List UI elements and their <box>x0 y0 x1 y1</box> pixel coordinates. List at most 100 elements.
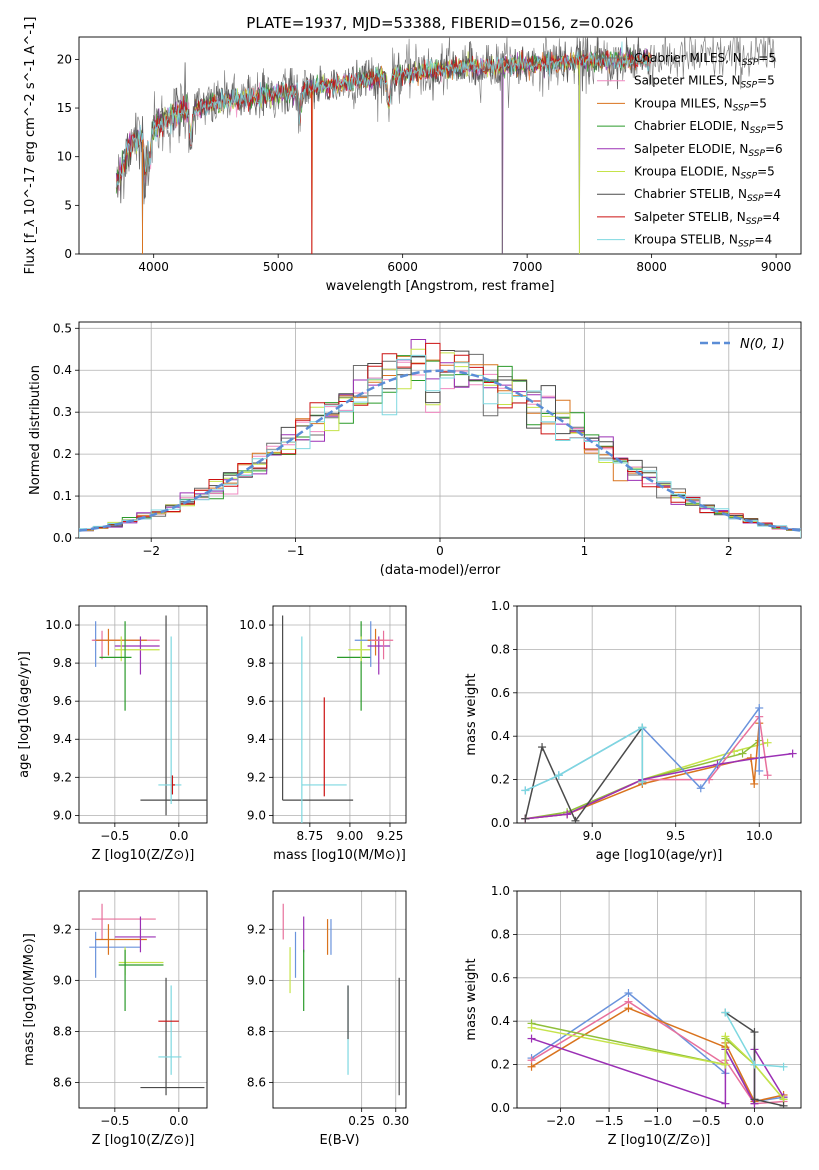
y-tick-label: 9.0 <box>247 808 266 822</box>
y-axis-label: Normed distribution <box>28 365 43 495</box>
x-tick-label: 0.0 <box>745 1114 764 1128</box>
figure-title: PLATE=1937, MJD=53388, FIBERID=0156, z=0… <box>246 14 633 32</box>
legend-label-suffix: =4 <box>754 233 772 247</box>
plot-area <box>91 615 207 816</box>
spectrum-series-line <box>115 41 652 188</box>
x-axis-label: E(B-V) <box>319 1133 359 1148</box>
x-axis-label: Z [log10(Z/Z⊙)] <box>92 848 195 863</box>
spectrum-series-line <box>115 47 652 194</box>
age-vs-mass-panel: 8.75 9.00 9.25 9.0 9.2 9.4 9.6 9.8 10.0 mass [log… <box>239 605 407 863</box>
legend-label: Salpeter ELODIE, NSSP=6 <box>634 142 783 159</box>
weight-series-line <box>525 741 768 820</box>
y-tick-label: 0.5 <box>53 321 72 335</box>
plot-frame <box>272 605 407 824</box>
y-tick-label: 8.8 <box>53 1024 72 1038</box>
x-tick-label: −1.0 <box>643 1114 672 1128</box>
legend-label-sub: SSP <box>738 240 755 250</box>
spectrum-series-line <box>115 37 652 254</box>
y-tick-label: 8.8 <box>247 1024 266 1038</box>
plot-frame <box>516 605 802 824</box>
legend-label-text: Chabrier STELIB, N <box>634 187 747 201</box>
legend-label-sub: SSP <box>746 217 763 227</box>
legend-label-sub: SSP <box>733 103 750 113</box>
weight-series-line <box>525 752 793 820</box>
plot-frame <box>272 890 407 1109</box>
legend-label-suffix: =5 <box>757 74 775 88</box>
plot-frame <box>78 36 802 255</box>
y-tick-label: 9.0 <box>53 973 72 987</box>
legend-label-sub: SSP <box>741 172 758 182</box>
histogram-series <box>79 342 801 538</box>
legend-label-text: Salpeter MILES, N <box>634 74 741 88</box>
y-axis-label: Flux [f_λ 10^-17 erg cm^-2 s^-1 A^-1] <box>23 17 38 275</box>
legend-label-text: Kroupa MILES, N <box>634 96 733 110</box>
x-tick-label: 5000 <box>263 260 294 274</box>
y-tick-label: 9.2 <box>247 922 266 936</box>
x-tick-label: 6000 <box>387 260 418 274</box>
y-tick-label: 1.0 <box>491 599 510 613</box>
plot-frame <box>78 605 208 824</box>
x-tick-label: −0.5 <box>100 829 129 843</box>
y-tick-label: 0.6 <box>491 686 510 700</box>
legend-label: N(0, 1) <box>740 337 785 352</box>
legend-label: Chabrier STELIB, NSSP=4 <box>634 187 781 204</box>
y-tick-label: 5 <box>64 198 72 212</box>
legend-label: Chabrier ELODIE, NSSP=5 <box>634 119 784 136</box>
age-vs-metallicity-panel: −0.5 0.0 9.0 9.2 9.4 9.6 9.8 10.0 Z [log10(Z/Z⊙)… <box>17 605 208 863</box>
x-axis-label: Z [log10(Z/Z⊙)] <box>608 1133 711 1148</box>
y-tick-label: 9.2 <box>53 922 72 936</box>
y-tick-label: 20 <box>57 52 72 66</box>
x-tick-label: 10.0 <box>746 829 773 843</box>
plot-area <box>521 703 797 823</box>
y-tick-label: 9.8 <box>247 656 266 670</box>
y-tick-label: 0.0 <box>491 1101 510 1115</box>
x-tick-label: 9.5 <box>666 829 685 843</box>
y-tick-label: 9.4 <box>53 732 72 746</box>
y-tick-label: 0.8 <box>491 642 510 656</box>
y-tick-label: 15 <box>57 101 72 115</box>
legend-label-text: Chabrier ELODIE, N <box>634 119 750 133</box>
x-tick-label: 9.00 <box>337 829 364 843</box>
x-axis-label: wavelength [Angstrom, rest frame] <box>326 279 555 294</box>
legend-label-sub: SSP <box>747 194 764 204</box>
x-tick-label: 4000 <box>138 260 169 274</box>
y-tick-label: 0.4 <box>491 1014 510 1028</box>
x-tick-label: 9.0 <box>583 829 602 843</box>
plot-area <box>282 903 400 1096</box>
plot-area <box>527 988 788 1108</box>
mass-vs-metallicity-panel: −0.5 0.0 8.6 8.8 9.0 9.2 Z [log10(Z/Z⊙)] mass [… <box>22 890 208 1148</box>
y-tick-label: 10.0 <box>239 618 266 632</box>
y-tick-label: 0.1 <box>53 489 72 503</box>
y-axis-label: mass weight <box>464 673 479 755</box>
legend-label: Chabrier MILES, NSSP=5 <box>634 51 776 68</box>
y-tick-label: 0.4 <box>491 729 510 743</box>
mass-weight-vs-metallicity-panel: −2.0 −1.5 −1.0 −0.5 0.0 0.0 0.2 0.4 0.6 0.8 1.0 Z [… <box>464 884 802 1148</box>
y-axis-label: age [log10(age/yr)] <box>17 651 32 778</box>
x-tick-label: −0.5 <box>691 1114 720 1128</box>
legend-label-suffix: =4 <box>762 210 780 224</box>
histogram-series <box>79 354 801 538</box>
y-tick-label: 0.3 <box>53 405 72 419</box>
legend-label-text: Chabrier MILES, N <box>634 51 742 65</box>
legend-label: Kroupa MILES, NSSP=5 <box>634 96 767 113</box>
y-tick-label: 0.2 <box>491 773 510 787</box>
plot-area <box>115 37 777 254</box>
x-tick-label: 1 <box>581 544 589 558</box>
y-tick-label: 8.6 <box>53 1075 72 1089</box>
legend-label-text: Salpeter ELODIE, N <box>634 142 748 156</box>
x-tick-label: 9000 <box>761 260 792 274</box>
weight-series-line <box>525 726 644 792</box>
plot-frame <box>78 890 208 1109</box>
y-tick-label: 8.6 <box>247 1075 266 1089</box>
x-tick-label: −1 <box>287 544 305 558</box>
x-tick-label: −2.0 <box>546 1114 575 1128</box>
plot-frame <box>516 890 802 1109</box>
x-tick-label: 8.75 <box>296 829 323 843</box>
x-axis-label: (data-model)/error <box>380 563 501 578</box>
x-tick-label: 0.25 <box>348 1114 375 1128</box>
plot-frame <box>78 321 802 539</box>
y-tick-label: 0 <box>64 247 72 261</box>
y-tick-label: 9.2 <box>53 770 72 784</box>
x-axis-label: mass [log10(M/M⊙)] <box>273 848 406 863</box>
